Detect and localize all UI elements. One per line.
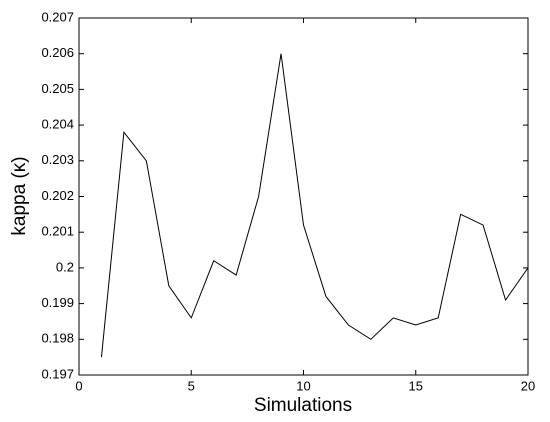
x-tick-label: 10 (296, 378, 310, 393)
y-tick-label: 0.199 (41, 295, 74, 310)
plot-frame (78, 17, 529, 376)
y-tick-label: 0.206 (41, 45, 74, 60)
y-axis-label: kappa (κ) (9, 156, 30, 235)
y-tick-label: 0.207 (41, 9, 74, 24)
y-tick-label: 0.201 (41, 224, 74, 239)
y-tick-label: 0.2 (56, 259, 74, 274)
data-line (100, 53, 529, 358)
x-tick-label: 0 (75, 378, 82, 393)
y-tick-label: 0.197 (41, 366, 74, 381)
x-axis-label: Simulations (254, 395, 352, 416)
y-tick-label: 0.205 (41, 81, 74, 96)
y-tick-label: 0.204 (41, 117, 74, 132)
y-tick-label: 0.202 (41, 188, 74, 203)
x-tick-label: 5 (188, 378, 195, 393)
x-tick-label: 15 (409, 378, 423, 393)
y-tick-label: 0.198 (41, 331, 74, 346)
x-tick-label: 20 (521, 378, 535, 393)
y-tick-label: 0.203 (41, 152, 74, 167)
